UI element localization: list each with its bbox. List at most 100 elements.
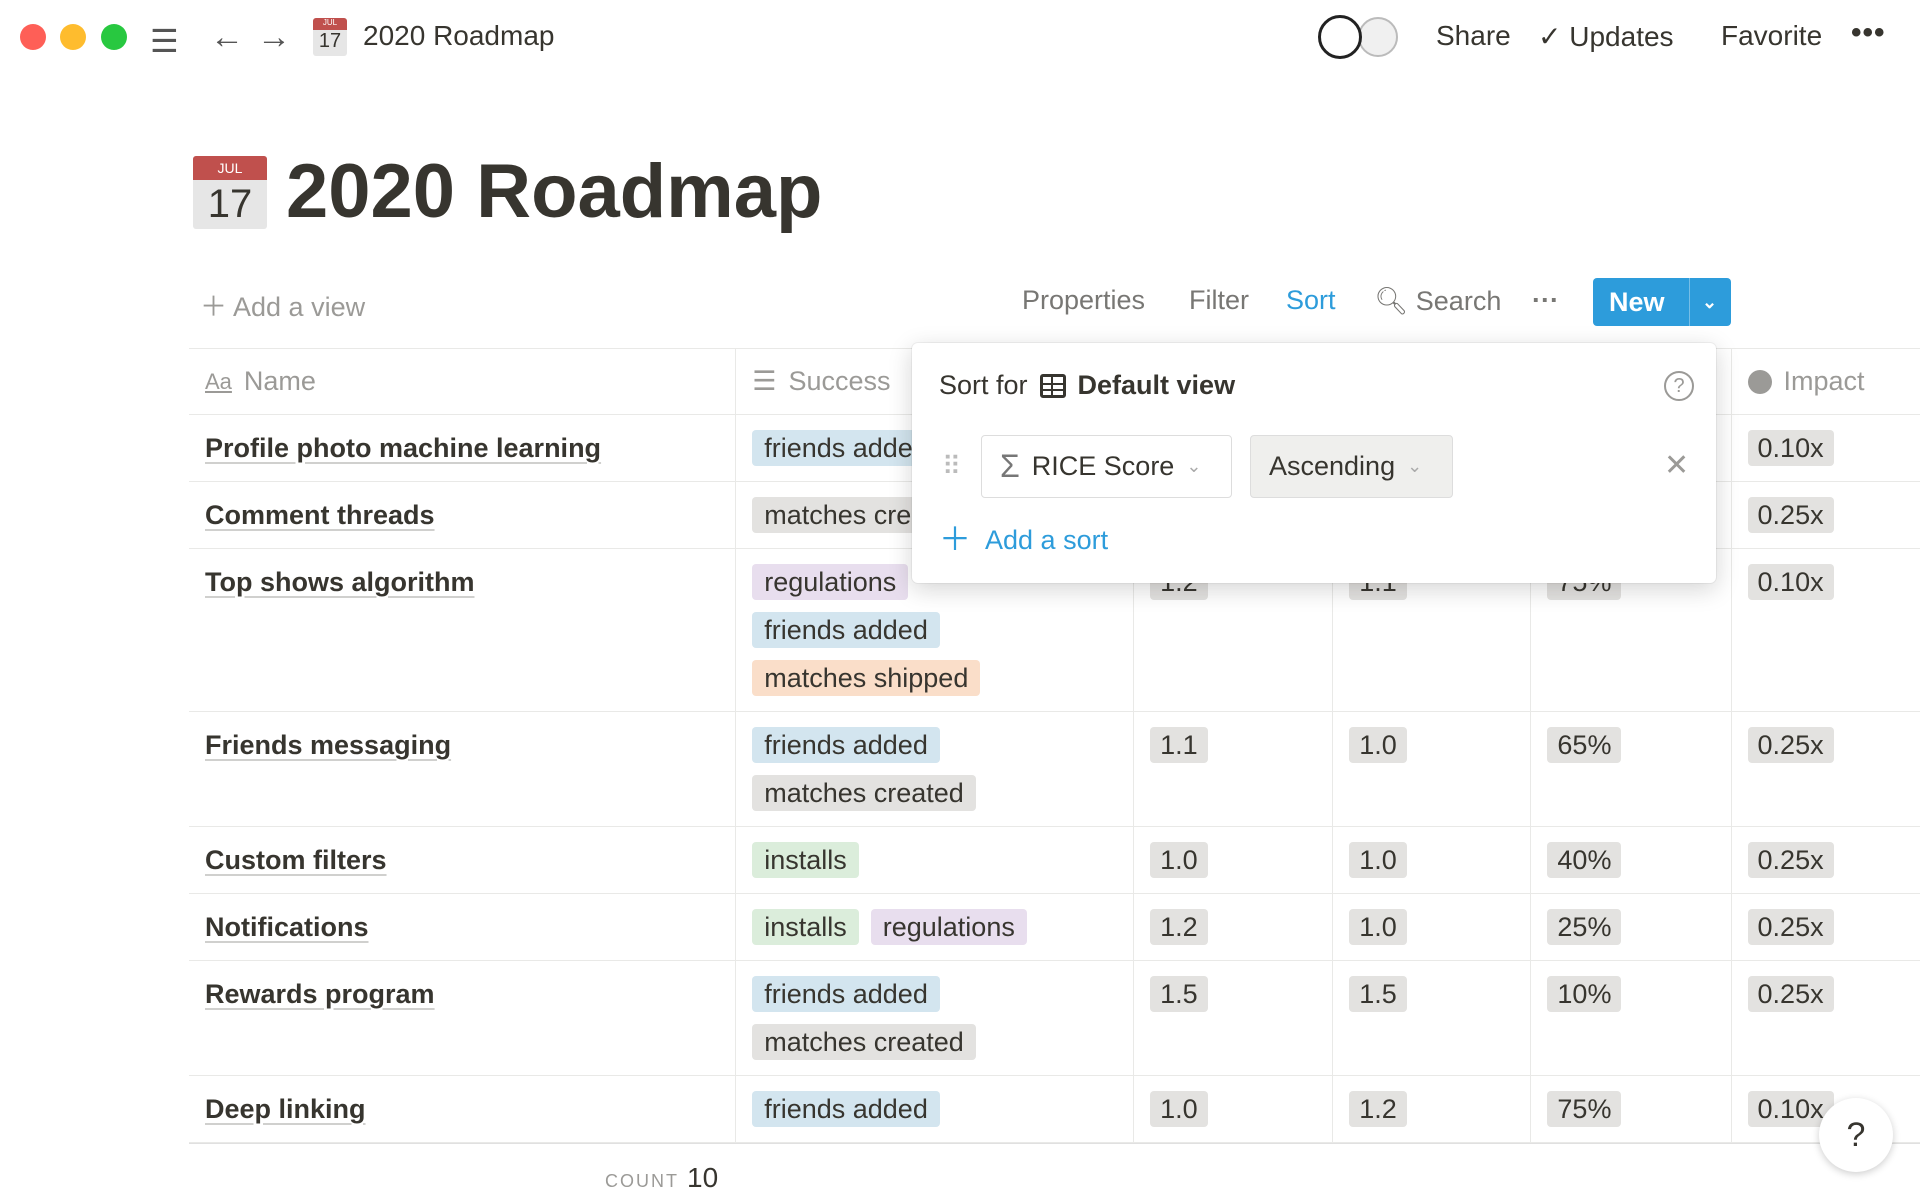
menu-icon[interactable]: ☰	[150, 23, 179, 59]
minimize-window-button[interactable]	[60, 24, 86, 50]
name-cell[interactable]: Comment threads	[189, 482, 737, 548]
maximize-window-button[interactable]	[101, 24, 127, 50]
value-pill: 1.2	[1349, 1091, 1407, 1127]
close-window-button[interactable]	[20, 24, 46, 50]
table-row[interactable]: Friends messaging friends added matches cr…	[189, 712, 1920, 827]
tag: friends added	[752, 976, 940, 1012]
value-cell[interactable]: 1.5	[1333, 961, 1532, 1075]
success-cell[interactable]: regulations friends added matches shipped	[736, 549, 1135, 711]
updates-button[interactable]: ✓ Updates	[1538, 21, 1674, 52]
value-cell[interactable]: 1.0	[1134, 1076, 1334, 1142]
sort-popup: Sort for Default view ? ⠿ Σ RICE Score ⌄…	[912, 343, 1716, 583]
header-col5[interactable]	[1531, 349, 1732, 414]
name-cell[interactable]: Rewards program	[189, 961, 737, 1075]
impact-cell[interactable]: 0.25x	[1732, 827, 1920, 893]
drag-handle-icon[interactable]: ⠿	[942, 451, 962, 481]
share-button[interactable]: Share	[1436, 20, 1511, 51]
success-cell[interactable]: friends added	[736, 415, 1135, 481]
chevron-down-icon[interactable]: ⌄	[1689, 278, 1717, 326]
page-title[interactable]: 2020 Roadmap	[286, 149, 823, 234]
chevron-down-icon: ⌄	[1186, 456, 1202, 476]
name-cell[interactable]: Deep linking	[189, 1076, 737, 1142]
help-icon[interactable]: ?	[1664, 371, 1694, 401]
success-cell[interactable]: friends added matches created	[736, 712, 1135, 826]
success-cell[interactable]: friends added	[736, 1076, 1135, 1142]
impact-cell[interactable]: 0.25x	[1732, 712, 1920, 826]
row-name[interactable]: Rewards program	[205, 979, 435, 1009]
impact-cell[interactable]: 0.25x	[1732, 482, 1920, 548]
value-cell[interactable]: 65%	[1531, 712, 1732, 826]
name-cell[interactable]: Notifications	[189, 894, 737, 960]
row-name[interactable]: Comment threads	[205, 500, 435, 530]
plus-icon: ＋	[200, 292, 234, 322]
impact-cell[interactable]: 0.25x	[1732, 961, 1920, 1075]
sort-property-select[interactable]: Σ RICE Score ⌄	[981, 435, 1232, 498]
search-button[interactable]: 🔍︎ Search	[1374, 286, 1502, 316]
more-icon[interactable]: •••	[1851, 16, 1886, 49]
row-name[interactable]: Deep linking	[205, 1094, 366, 1124]
avatar[interactable]	[1318, 15, 1362, 59]
name-cell[interactable]: Friends messaging	[189, 712, 737, 826]
impact-cell[interactable]: 0.10x	[1732, 1076, 1920, 1142]
forward-arrow-icon[interactable]: →	[257, 18, 291, 56]
table-row[interactable]: Notifications installs regulations 1.2 1.0 25…	[189, 894, 1920, 961]
table-row[interactable]: Custom filters installs 1.0 1.0 40% 0.25x	[189, 827, 1920, 894]
value-cell[interactable]: 10%	[1531, 961, 1732, 1075]
value-cell[interactable]: 1.0	[1333, 712, 1532, 826]
row-name[interactable]: Custom filters	[205, 845, 387, 875]
tag: friends added	[752, 612, 940, 648]
breadcrumb-title[interactable]: 2020 Roadmap	[363, 20, 555, 51]
value-cell[interactable]: 1.1	[1134, 712, 1334, 826]
add-view-button[interactable]: ＋ Add a view	[200, 292, 366, 322]
success-cell[interactable]: installs regulations	[736, 894, 1135, 960]
sort-button[interactable]: Sort	[1286, 285, 1336, 315]
value-cell[interactable]: 75%	[1531, 1076, 1732, 1142]
filter-button[interactable]: Filter	[1189, 285, 1249, 315]
help-button[interactable]: ?	[1819, 1098, 1893, 1172]
header-success[interactable]: ☰ Success	[736, 349, 1135, 414]
table-row[interactable]: Rewards program friends added matches crea…	[189, 961, 1920, 1076]
impact-pill: 0.10x	[1747, 430, 1834, 466]
impact-cell[interactable]: 0.25x	[1732, 894, 1920, 960]
name-cell[interactable]: Top shows algorithm	[189, 549, 737, 711]
value-cell[interactable]: 1.2	[1134, 894, 1334, 960]
impact-cell[interactable]: 0.10x	[1732, 549, 1920, 711]
success-cell[interactable]: friends added matches created	[736, 961, 1135, 1075]
header-name[interactable]: Aa Name	[189, 349, 737, 414]
row-name[interactable]: Profile photo machine learning	[205, 433, 602, 463]
header-impact[interactable]: Impact	[1732, 349, 1920, 414]
remove-sort-icon[interactable]: ✕	[1664, 449, 1690, 482]
table-row[interactable]: Deep linking friends added 1.0 1.2 75% 0.10x	[189, 1076, 1920, 1143]
favorite-button[interactable]: Favorite	[1721, 20, 1823, 51]
impact-pill: 0.25x	[1747, 727, 1834, 763]
value-cell[interactable]: 40%	[1531, 827, 1732, 893]
check-icon: ✓	[1538, 21, 1570, 52]
more-options-icon[interactable]: ···	[1532, 285, 1559, 315]
row-name[interactable]: Notifications	[205, 912, 369, 942]
value-cell[interactable]: 1.0	[1333, 894, 1532, 960]
table-row[interactable]: Profile photo machine learning friends ad…	[189, 415, 1920, 482]
new-button[interactable]: New ⌄	[1593, 278, 1731, 326]
add-sort-button[interactable]: ＋ Add a sort	[939, 521, 1109, 557]
value-cell[interactable]	[1531, 482, 1732, 548]
avatar[interactable]	[1358, 17, 1398, 57]
value-pill: 40%	[1547, 842, 1622, 878]
name-cell[interactable]: Custom filters	[189, 827, 737, 893]
page-calendar-icon[interactable]: JUL 17	[193, 156, 267, 229]
impact-cell[interactable]: 0.10x	[1732, 415, 1920, 481]
name-cell[interactable]: Profile photo machine learning	[189, 415, 737, 481]
value-cell[interactable]: 1.5	[1134, 961, 1334, 1075]
sort-direction-select[interactable]: Ascending ⌄	[1250, 435, 1453, 498]
value-cell[interactable]: 1.0	[1333, 827, 1532, 893]
row-name[interactable]: Top shows algorithm	[205, 567, 475, 597]
row-name[interactable]: Friends messaging	[205, 730, 452, 760]
sort-popup-title: Sort for Default view	[939, 370, 1236, 400]
success-cell[interactable]: installs	[736, 827, 1135, 893]
value-cell[interactable]	[1531, 415, 1732, 481]
back-arrow-icon[interactable]: ←	[210, 18, 244, 56]
value-cell[interactable]: 1.0	[1134, 827, 1334, 893]
properties-button[interactable]: Properties	[1022, 285, 1146, 315]
count-summary[interactable]: COUNT 10	[605, 1162, 719, 1193]
value-cell[interactable]: 25%	[1531, 894, 1732, 960]
value-cell[interactable]: 1.2	[1333, 1076, 1532, 1142]
